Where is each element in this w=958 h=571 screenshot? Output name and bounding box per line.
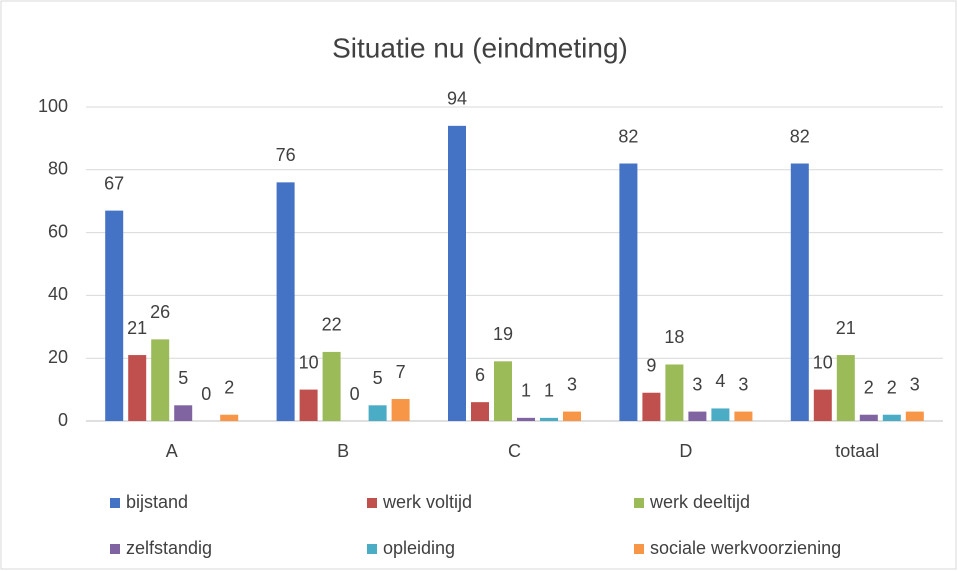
data-label: 7 [396,362,406,382]
data-label: 2 [864,377,874,397]
legend-swatch [367,544,377,554]
bar [882,414,901,421]
data-label: 21 [127,318,147,338]
bar [471,402,489,421]
data-label: 2 [887,377,897,397]
bar [734,411,753,421]
legend-label: sociale werkvoorziening [650,538,841,558]
data-label: 5 [178,368,188,388]
bar [711,408,730,421]
bar [790,163,809,421]
data-label: 3 [738,374,748,394]
x-tick-label: C [508,441,521,461]
data-label: 82 [618,126,638,146]
data-label: 94 [447,89,467,109]
bar [368,405,387,421]
x-tick-label: totaal [835,441,879,461]
bar [494,361,512,421]
bar [174,405,193,421]
data-label: 1 [544,381,554,401]
bar [105,210,124,421]
data-label: 4 [715,371,725,391]
data-label: 76 [276,145,296,165]
data-label: 19 [493,324,513,344]
bar [836,355,855,421]
data-label: 9 [646,355,656,375]
bar [642,392,661,421]
y-tick-label: 0 [58,410,68,430]
bar [448,125,466,421]
x-tick-label: D [679,441,692,461]
bar [905,411,924,421]
legend-swatch [110,498,120,508]
bar [151,339,170,421]
y-tick-label: 60 [48,221,68,241]
bar [619,163,638,421]
bar [665,364,684,421]
legend-swatch [110,544,120,554]
bar [128,355,147,421]
data-label: 0 [350,384,360,404]
data-label: 18 [664,327,684,347]
bar [517,417,535,421]
bar [276,182,295,421]
data-label: 3 [567,374,577,394]
legend-swatch [634,544,644,554]
legend-label: bijstand [126,492,188,512]
y-tick-label: 40 [48,284,68,304]
data-label: 67 [104,173,124,193]
legend-label: werk voltijd [382,492,472,512]
legend-swatch [367,498,377,508]
bar [813,389,832,421]
legend-swatch [634,498,644,508]
data-label: 0 [201,384,211,404]
bar [299,389,318,421]
bar [391,399,410,421]
x-tick-label: B [337,441,349,461]
bar [688,411,707,421]
bar [540,417,558,421]
bar [859,414,878,421]
bar [220,414,239,421]
data-label: 22 [322,315,342,335]
chart-title: Situatie nu (eindmeting) [332,32,628,63]
bar [563,411,581,421]
y-tick-label: 100 [38,96,68,116]
legend-label: werk deeltijd [649,492,750,512]
data-label: 6 [475,365,485,385]
data-label: 3 [692,374,702,394]
y-tick-label: 20 [48,347,68,367]
data-label: 21 [836,318,856,338]
data-label: 10 [299,352,319,372]
data-label: 5 [373,368,383,388]
x-tick-label: A [166,441,178,461]
data-label: 82 [790,126,810,146]
data-label: 1 [521,381,531,401]
y-tick-label: 80 [48,159,68,179]
legend-label: zelfstandig [126,538,212,558]
data-label: 10 [813,352,833,372]
data-label: 3 [910,374,920,394]
legend-label: opleiding [383,538,455,558]
data-label: 2 [224,377,234,397]
bar [322,351,341,421]
data-label: 26 [150,302,170,322]
